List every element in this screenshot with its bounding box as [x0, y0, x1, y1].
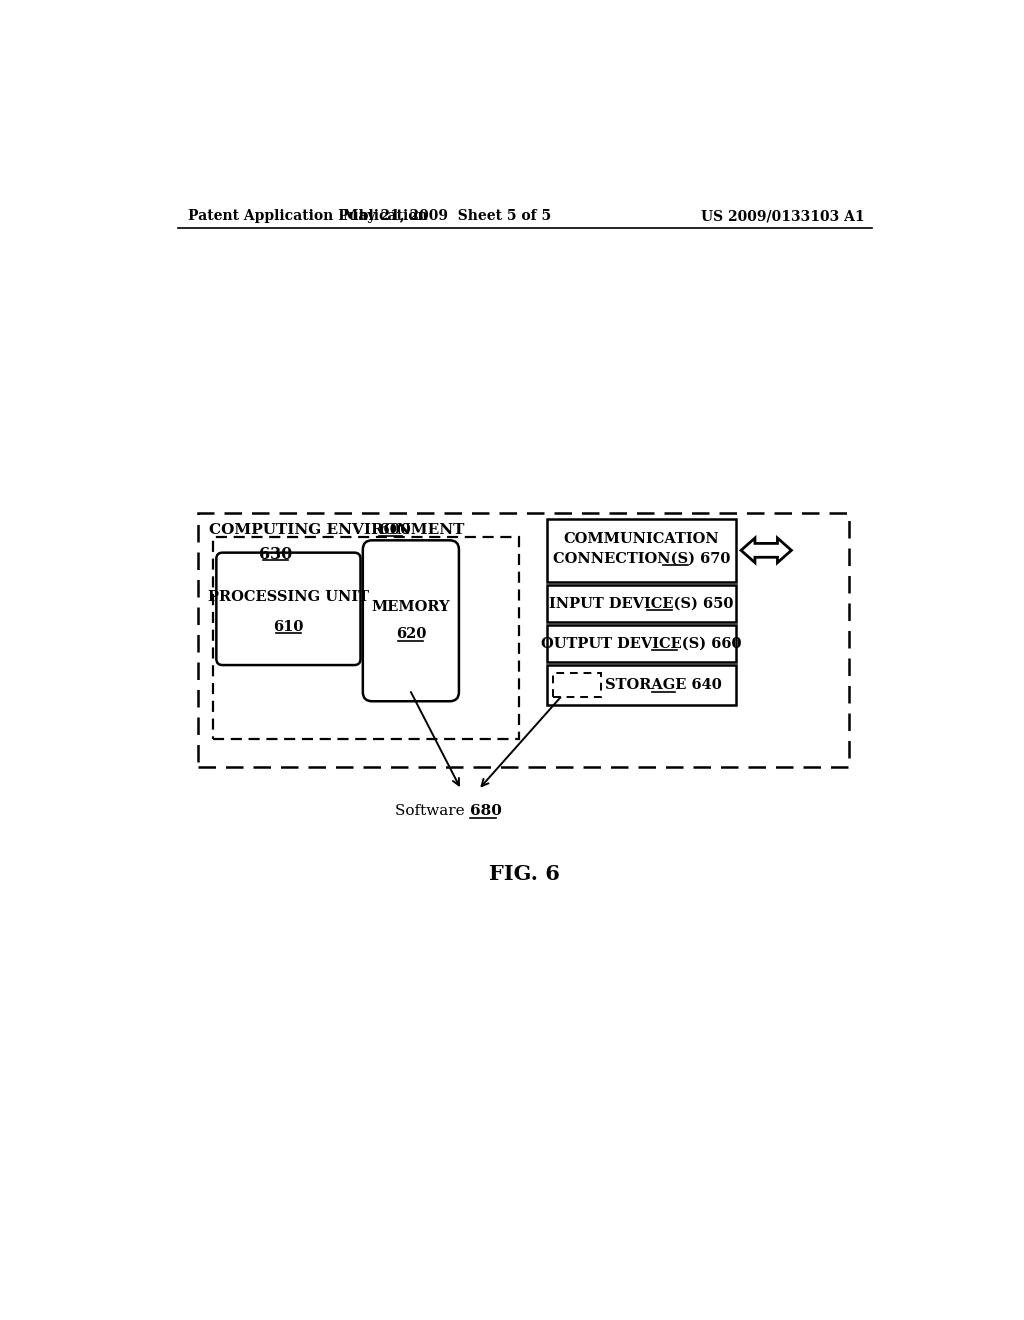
Text: INPUT DEVICE(S) 650: INPUT DEVICE(S) 650 — [549, 597, 733, 610]
Text: 680: 680 — [470, 804, 502, 818]
Text: 600: 600 — [379, 523, 411, 536]
Text: MEMORY: MEMORY — [372, 601, 451, 614]
Text: US 2009/0133103 A1: US 2009/0133103 A1 — [700, 209, 864, 223]
Text: May 21, 2009  Sheet 5 of 5: May 21, 2009 Sheet 5 of 5 — [343, 209, 551, 223]
Bar — [213, 537, 519, 739]
Text: COMMUNICATION: COMMUNICATION — [563, 532, 719, 545]
Text: CONNECTION(S) 670: CONNECTION(S) 670 — [553, 552, 730, 566]
Text: 630: 630 — [259, 545, 292, 562]
Text: Patent Application Publication: Patent Application Publication — [188, 209, 428, 223]
Text: STORAGE 640: STORAGE 640 — [605, 678, 722, 692]
Text: 610: 610 — [273, 619, 303, 634]
Text: 620: 620 — [395, 627, 426, 642]
Text: FIG. 6: FIG. 6 — [489, 865, 560, 884]
Bar — [547, 519, 736, 582]
Text: OUTPUT DEVICE(S) 660: OUTPUT DEVICE(S) 660 — [542, 636, 741, 651]
Bar — [547, 665, 736, 705]
Bar — [198, 512, 849, 767]
Bar — [553, 673, 601, 697]
Text: COMPUTING ENVIRONMENT: COMPUTING ENVIRONMENT — [209, 523, 469, 536]
FancyBboxPatch shape — [362, 540, 459, 701]
Text: Software: Software — [395, 804, 470, 818]
Polygon shape — [741, 539, 792, 562]
Bar — [547, 626, 736, 663]
Bar — [547, 585, 736, 622]
FancyBboxPatch shape — [216, 553, 360, 665]
Text: PROCESSING UNIT: PROCESSING UNIT — [208, 590, 369, 605]
